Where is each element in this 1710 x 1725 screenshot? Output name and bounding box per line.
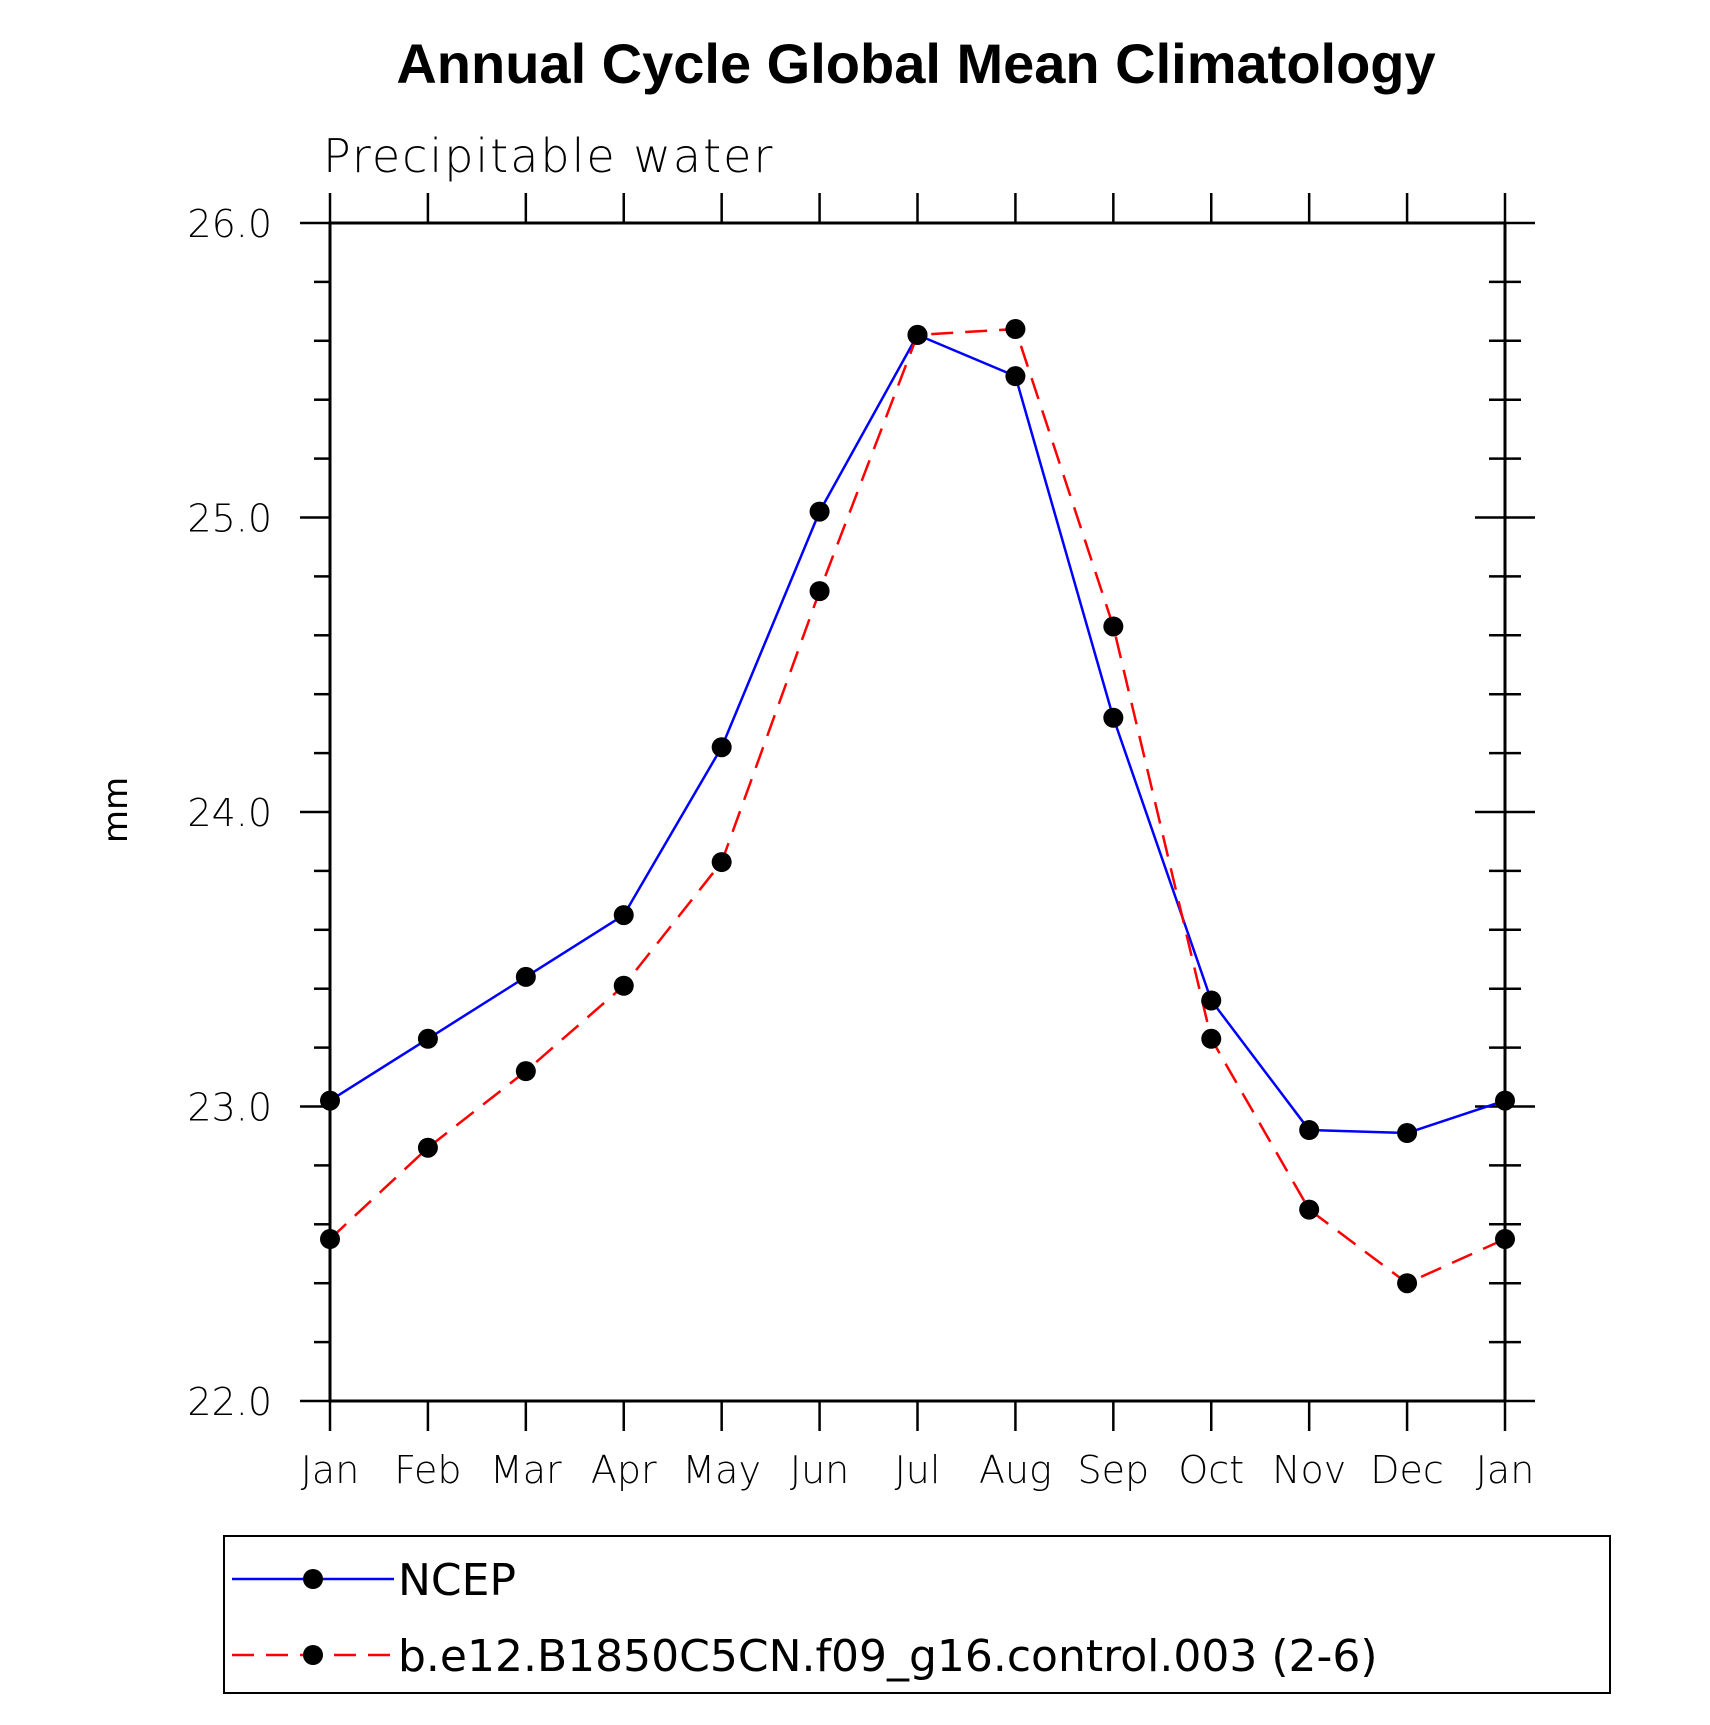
x-tick-label: Jan bbox=[1476, 1448, 1535, 1492]
series-1-point bbox=[515, 966, 536, 987]
series-group bbox=[320, 319, 1515, 1294]
legend-marker-2 bbox=[303, 1645, 323, 1665]
series-2-point bbox=[907, 324, 928, 345]
x-tick-label: Nov bbox=[1272, 1448, 1346, 1492]
axis-ticks bbox=[300, 193, 1535, 1431]
series-1-point bbox=[613, 905, 634, 926]
x-tick-label: Apr bbox=[591, 1448, 657, 1492]
series-1-point bbox=[809, 501, 830, 522]
y-axis-label: mm bbox=[96, 777, 136, 843]
series-line-1 bbox=[329, 333, 1506, 1135]
series-1-point bbox=[1397, 1123, 1418, 1144]
series-1-point bbox=[417, 1028, 438, 1049]
legend-label-1: NCEP bbox=[398, 1555, 516, 1606]
series-2-point bbox=[417, 1137, 438, 1158]
x-tick-label: Oct bbox=[1178, 1448, 1244, 1492]
series-2-point bbox=[1299, 1199, 1320, 1220]
series-2-point bbox=[1103, 616, 1124, 637]
legend-marker-1 bbox=[303, 1569, 323, 1589]
series-1-point bbox=[1103, 707, 1124, 728]
series-2-point bbox=[1005, 319, 1026, 340]
x-tick-label: Dec bbox=[1370, 1448, 1444, 1492]
series-2-point bbox=[711, 852, 732, 873]
series-1-point bbox=[1201, 990, 1222, 1011]
y-tick-label: 25.0 bbox=[187, 497, 272, 541]
legend-label-2: b.e12.B1850C5CN.f09_g16.control.003 (2-6… bbox=[398, 1631, 1378, 1682]
y-tick-labels: 22.0 23.0 24.0 25.0 26.0 bbox=[187, 202, 272, 1424]
legend-box bbox=[223, 1535, 1611, 1694]
series-2-point bbox=[809, 581, 830, 602]
x-tick-label: Sep bbox=[1078, 1448, 1150, 1492]
x-tick-label: Jun bbox=[790, 1448, 849, 1492]
x-tick-label: Jan bbox=[301, 1448, 360, 1492]
y-tick-label: 22.0 bbox=[187, 1380, 272, 1424]
series-2-point bbox=[1201, 1028, 1222, 1049]
y-tick-label: 26.0 bbox=[187, 202, 272, 246]
y-tick-label: 23.0 bbox=[187, 1086, 272, 1130]
series-1-point bbox=[711, 737, 732, 758]
series-2-point bbox=[613, 975, 634, 996]
x-tick-label: Jul bbox=[895, 1448, 941, 1492]
series-1-point bbox=[1005, 366, 1026, 387]
series-line-2 bbox=[329, 327, 1506, 1285]
series-2-point bbox=[1397, 1273, 1418, 1294]
plot-frame bbox=[328, 221, 1507, 1403]
legend: NCEP b.e12.B1850C5CN.f09_g16.control.003 … bbox=[223, 1535, 1611, 1694]
series-2-point bbox=[515, 1061, 536, 1082]
x-tick-label: May bbox=[682, 1448, 761, 1492]
chart-subtitle: Precipitable water bbox=[323, 129, 774, 183]
x-tick-label: Feb bbox=[394, 1448, 461, 1492]
x-tick-label: Aug bbox=[979, 1448, 1052, 1492]
x-tick-labels: Jan Feb Mar Apr May Jun Jul Aug Sep Oct Nov Dec Jan bbox=[301, 1448, 1535, 1492]
y-tick-label: 24.0 bbox=[187, 791, 272, 835]
x-tick-label: Mar bbox=[490, 1448, 562, 1492]
series-1-point bbox=[1299, 1120, 1320, 1141]
chart-title: Annual Cycle Global Mean Climatology bbox=[396, 32, 1435, 95]
